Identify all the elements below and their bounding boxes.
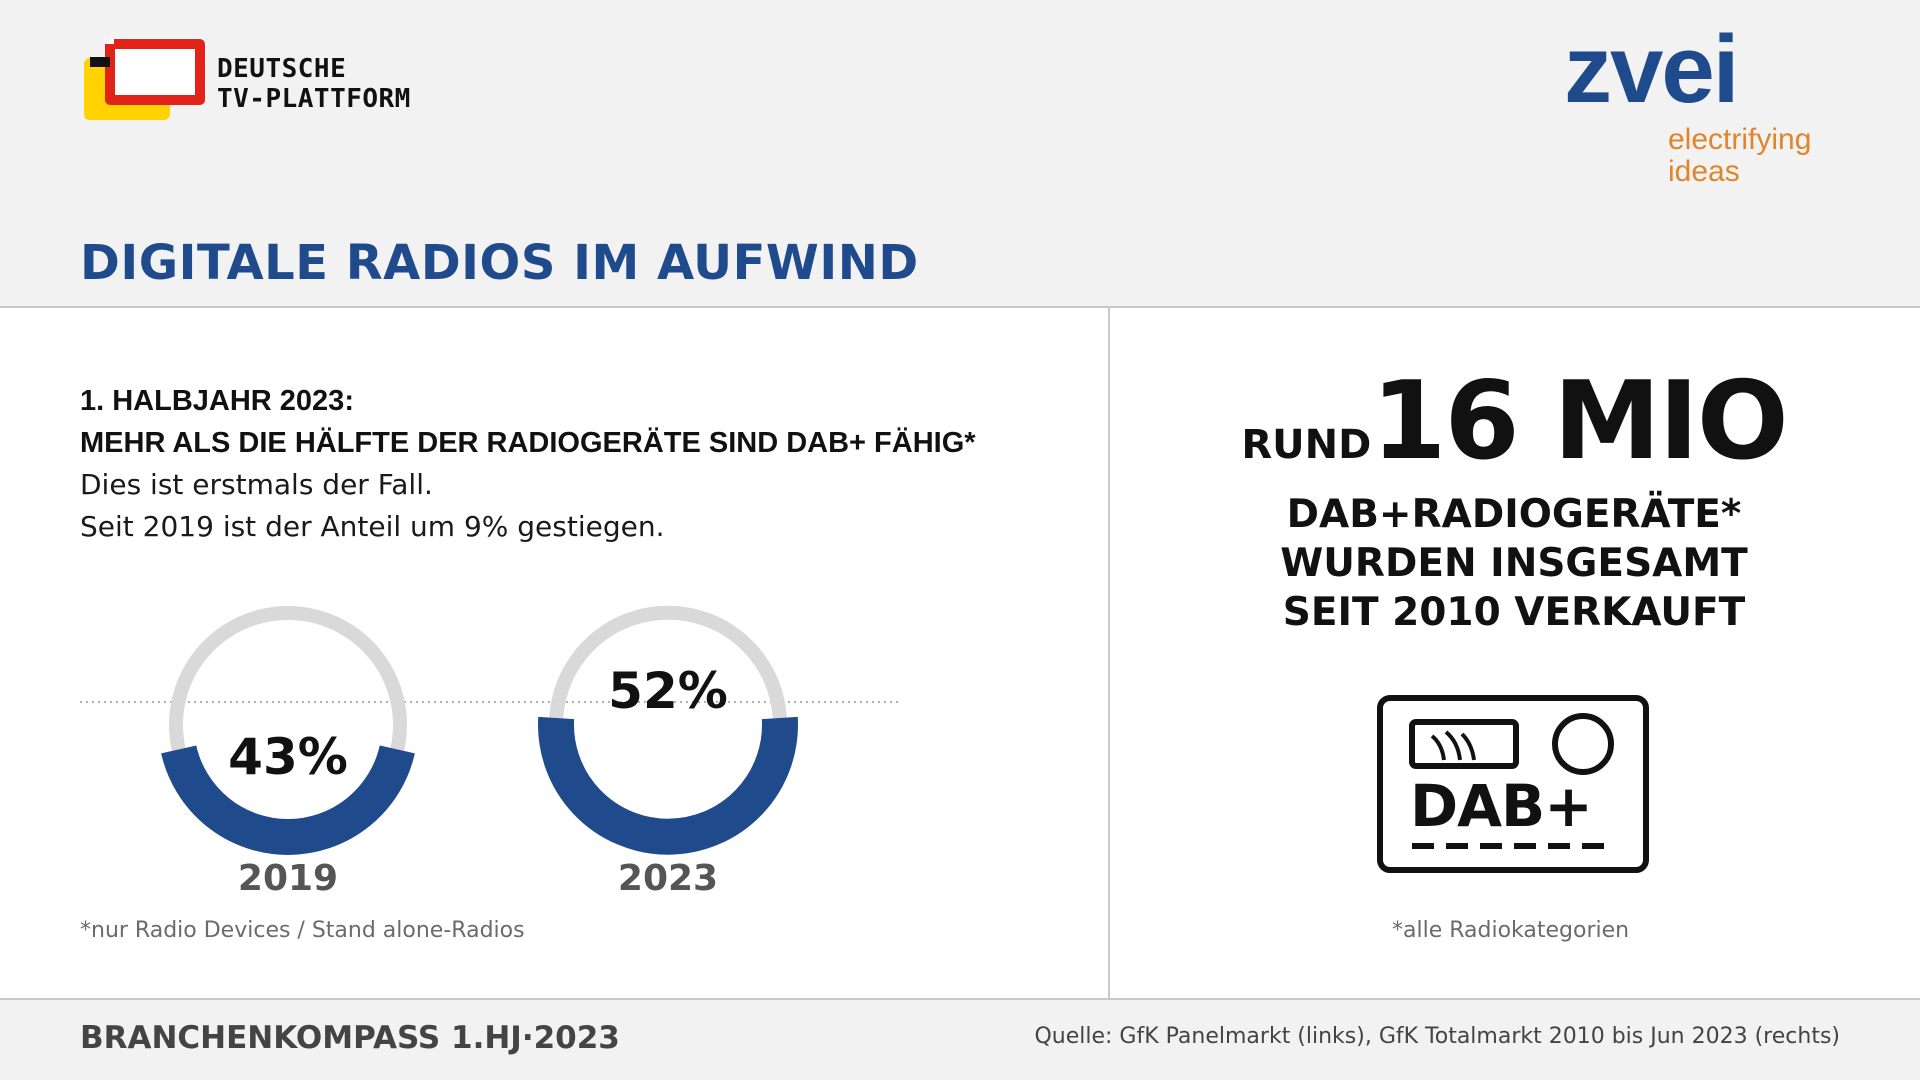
- donut-remainder-2023: [549, 605, 787, 719]
- dab-radio-icon: [1377, 695, 1649, 873]
- right-footnote: *alle Radiokategorien: [1392, 918, 1630, 943]
- zvei-tagline-line2: ideas: [1668, 155, 1740, 188]
- donut-value-label-2023: 52%: [608, 662, 728, 720]
- stat-prefix: RUND: [1241, 422, 1372, 468]
- stat-line2: WURDEN INSGESAMT: [1280, 541, 1748, 586]
- body-line1: Dies ist erstmals der Fall.: [80, 468, 433, 501]
- footer: [0, 1000, 1920, 1080]
- donut-share-arc-2019: [161, 745, 415, 855]
- deutsche-tv-plattform-logo: [84, 38, 206, 120]
- zvei-tagline-line1: electrifying: [1668, 123, 1812, 156]
- donut-remainder-2019: [169, 605, 407, 751]
- stat-line1: DAB+RADIOGERÄTE*: [1286, 492, 1742, 537]
- year-label-2019: 2019: [237, 858, 339, 899]
- stat-line3: SEIT 2010 VERKAUFT: [1282, 590, 1746, 635]
- header-divider: [0, 306, 1920, 308]
- zvei-logo: zvei: [1564, 16, 1739, 123]
- zvei-tagline: electrifying ideas: [1668, 124, 1811, 188]
- big-stat: RUND16 MIO: [1108, 366, 1920, 478]
- donut-share-arc-2023: [538, 716, 798, 855]
- left-footnote: *nur Radio Devices / Stand alone-Radios: [80, 918, 525, 943]
- stat-description: DAB+RADIOGERÄTE* WURDEN INSGESAMT SEIT 2…: [1108, 490, 1920, 637]
- footer-divider: [0, 998, 1920, 1000]
- donut-value-label-2019: 43%: [228, 728, 348, 786]
- donut-chart: [80, 605, 900, 855]
- heading-period: 1. HALBJAHR 2023:: [80, 385, 354, 417]
- heading-statement: MEHR ALS DIE HÄLFTE DER RADIOGERÄTE SIND…: [80, 427, 976, 459]
- stat-value: 16 MIO: [1371, 359, 1788, 484]
- footer-branchenkompass: BRANCHENKOMPASS 1.HJ·2023: [80, 1020, 620, 1056]
- vertical-divider: [1108, 308, 1110, 998]
- dtvp-logo-text: DEUTSCHE TV-PLATTFORM: [217, 54, 411, 114]
- left-body: Dies ist erstmals der Fall. Seit 2019 is…: [80, 464, 665, 548]
- header: [0, 0, 1920, 306]
- body-line2: Seit 2019 ist der Anteil um 9% gestiegen…: [80, 510, 665, 543]
- left-heading: 1. HALBJAHR 2023: MEHR ALS DIE HÄLFTE DE…: [80, 380, 976, 464]
- dtvp-logo-line2: TV-PLATTFORM: [217, 84, 411, 114]
- dab-icon-label: DAB+: [1410, 772, 1593, 840]
- content-panel: [0, 308, 1920, 998]
- footer-source: Quelle: GfK Panelmarkt (links), GfK Tota…: [1034, 1024, 1840, 1049]
- year-label-2023: 2023: [617, 858, 719, 899]
- page-title: DIGITALE RADIOS IM AUFWIND: [80, 235, 919, 291]
- dtvp-logo-line1: DEUTSCHE: [217, 54, 347, 84]
